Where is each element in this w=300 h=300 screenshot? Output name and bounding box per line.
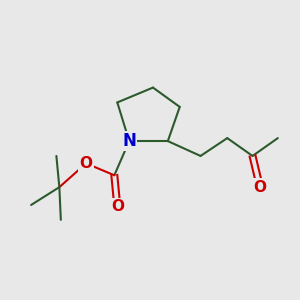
Text: O: O xyxy=(80,156,93,171)
Text: O: O xyxy=(111,199,124,214)
Text: N: N xyxy=(122,132,136,150)
Text: O: O xyxy=(254,180,266,195)
